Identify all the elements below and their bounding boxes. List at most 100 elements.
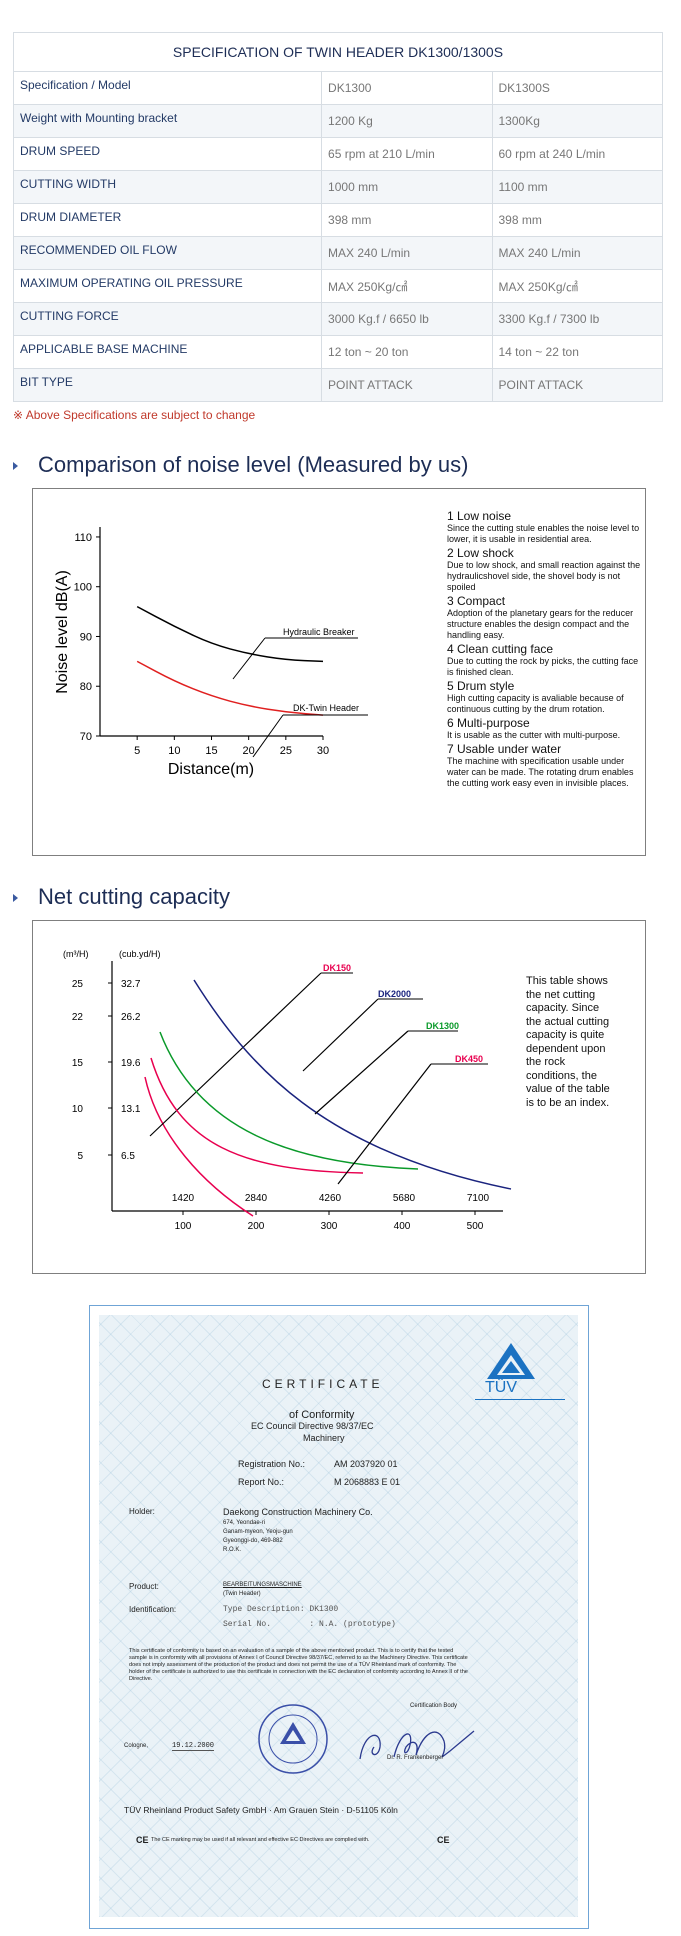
spec-value-dk1300: MAX 240 L/min: [321, 236, 493, 270]
capacity-section-title: Net cutting capacity: [13, 884, 230, 910]
cert-body-label: Certification Body: [410, 1703, 458, 1709]
y-tick-label-cuyd: 26.2: [121, 1012, 141, 1023]
noise-features-list: 1 Low noise Since the cutting stule enabl…: [447, 509, 642, 790]
spec-value-dk1300: DK1300: [321, 71, 493, 105]
spec-value-dk1300s: MAX 240 L/min: [491, 236, 663, 270]
noise-section-title: Comparison of noise level (Measured by u…: [13, 452, 468, 478]
certificate-background: [99, 1315, 578, 1917]
holder-addr3: Gyeonggi-do, 469-882: [223, 1538, 283, 1544]
x-tick-label-psi: 1420: [172, 1193, 195, 1204]
serial-value: Serial No. : N.A. (prototype): [223, 1620, 396, 1629]
x-tick-label-psi: 4260: [319, 1193, 342, 1204]
ce-note: The CE marking may be used if all releva…: [151, 1837, 370, 1843]
holder-label: Holder:: [129, 1507, 155, 1516]
spec-value-dk1300: 398 mm: [321, 203, 493, 237]
spec-table: SPECIFICATION OF TWIN HEADER DK1300/1300…: [12, 32, 663, 402]
noise-chart: 70 80 90 100 110 5 10 15 20 25 30 Distance(m) Noise …: [54, 527, 368, 778]
spec-value-dk1300: POINT ATTACK: [321, 368, 493, 402]
x-tick-label-psi: 5680: [393, 1193, 416, 1204]
leader-line: [149, 972, 322, 1137]
spec-label: MAXIMUM OPERATING OIL PRESSURE: [12, 269, 323, 303]
ident-value: Type Description: DK1300: [223, 1605, 339, 1614]
x-tick-label: 30: [317, 745, 329, 757]
spec-value-dk1300: 1000 mm: [321, 170, 493, 204]
ce-mark-icon-right: CE: [437, 1835, 450, 1845]
feature-description: High cutting capacity is avaliable becau…: [447, 693, 624, 714]
spec-value-dk1300: 3000 Kg.f / 6650 lb: [321, 302, 493, 336]
tuv-logo-text: TÜV: [485, 1379, 517, 1396]
noise-title-text: Comparison of noise level (Measured by u…: [38, 452, 469, 477]
spec-label: Specification / Model: [12, 71, 323, 105]
spec-row: RECOMMENDED OIL FLOW MAX 240 L/min MAX 240…: [12, 236, 663, 270]
tuv-seal-icon: [258, 1704, 328, 1774]
ident-label: Identification:: [129, 1605, 177, 1614]
series-label: DK450: [455, 1054, 483, 1064]
spec-row: Weight with Mounting bracket 1200 Kg 1300K…: [12, 104, 663, 138]
y-tick-label: 100: [74, 582, 92, 594]
leader-line: [314, 1030, 409, 1115]
y-tick-label: 110: [74, 532, 92, 544]
series-line-dk-twin-header: [136, 660, 324, 716]
spec-value-dk1300s: 398 mm: [491, 203, 663, 237]
spec-value-dk1300s: MAX 250Kg/㎠: [491, 269, 663, 303]
series-line-dk150: [144, 1076, 254, 1217]
spec-value-dk1300s: 1100 mm: [491, 170, 663, 204]
feature-heading: 5 Drum style: [447, 679, 515, 693]
spec-label: APPLICABLE BASE MACHINE: [12, 335, 323, 369]
spec-value-dk1300: 65 rpm at 210 L/min: [321, 137, 493, 171]
y-tick-label-m3: 25: [72, 979, 84, 990]
noise-figure: 70 80 90 100 110 5 10 15 20 25 30 Distance(m) Noise …: [32, 488, 646, 856]
bullet-icon: [13, 894, 18, 903]
y-tick-label: 90: [80, 631, 92, 643]
spec-value-dk1300s: 1300Kg: [491, 104, 663, 138]
series-label: DK-Twin Header: [293, 703, 359, 713]
spec-value-dk1300: 12 ton ~ 20 ton: [321, 335, 493, 369]
feature-heading: 4 Clean cutting face: [447, 642, 554, 656]
product-sub: (Twin Header): [223, 1591, 261, 1597]
certificate: TÜV CERTIFICATE of Conformity EC Council…: [99, 1315, 578, 1917]
certificate-title: CERTIFICATE: [262, 1377, 384, 1391]
y-tick-label-cuyd: 6.5: [121, 1151, 135, 1162]
series-label: DK150: [323, 963, 351, 973]
feature-description: It is usable as the cutter with multi-pu…: [447, 730, 621, 740]
spec-label: Weight with Mounting bracket: [12, 104, 323, 138]
bullet-icon: [13, 462, 18, 471]
spec-label: DRUM SPEED: [12, 137, 323, 171]
capacity-chart: (m³/H) (cub.yd/H) 5 6.5 10 13.1 15 19.6 22 26.2 25…: [63, 949, 512, 1232]
feature-description: Adoption of the planetary gears for the …: [447, 608, 634, 640]
spec-row: Specification / Model DK1300 DK1300S: [12, 71, 663, 105]
logo-divider: [475, 1399, 565, 1400]
capacity-note: This table shows the net cutting capacit…: [526, 975, 610, 1109]
certificate-sub3: Machinery: [303, 1433, 345, 1443]
spec-row: DRUM SPEED 65 rpm at 210 L/min 60 rpm at 2…: [12, 137, 663, 171]
product-label: Product:: [129, 1582, 159, 1591]
feature-heading: 1 Low noise: [447, 509, 512, 523]
x-axis-label: Distance(m): [168, 761, 254, 778]
feature-heading: 7 Usable under water: [447, 742, 562, 756]
spec-label: RECOMMENDED OIL FLOW: [12, 236, 323, 270]
x-tick-label: 10: [168, 745, 180, 757]
series-line-dk450: [150, 1057, 364, 1174]
capacity-title-text: Net cutting capacity: [38, 884, 230, 909]
y-unit-right: (cub.yd/H): [119, 949, 161, 959]
spec-value-dk1300s: 60 rpm at 240 L/min: [491, 137, 663, 171]
x-tick-label-kgf: 200: [248, 1221, 265, 1232]
spec-value-dk1300: 1200 Kg: [321, 104, 493, 138]
x-tick-label: 20: [243, 745, 255, 757]
holder-addr1: 674, Yeondae-ri: [223, 1520, 266, 1526]
y-tick-label-m3: 22: [72, 1012, 84, 1023]
place-label: Cologne,: [124, 1743, 149, 1749]
x-tick-label-kgf: 400: [394, 1221, 411, 1232]
tuv-logo-icon: [487, 1343, 535, 1379]
spec-label: DRUM DIAMETER: [12, 203, 323, 237]
x-tick-label: 5: [134, 745, 140, 757]
ce-mark-icon: CE: [136, 1835, 149, 1845]
certificate-footer: TÜV Rheinland Product Safety GmbH · Am G…: [124, 1805, 398, 1815]
feature-heading: 3 Compact: [447, 594, 506, 608]
leader-line: [302, 998, 379, 1072]
y-axis-label: Noise level dB(A): [54, 570, 71, 694]
y-tick-label-m3: 10: [72, 1104, 84, 1115]
y-tick-label: 80: [80, 681, 92, 693]
x-tick-label-psi: 7100: [467, 1193, 490, 1204]
spec-value-dk1300s: DK1300S: [491, 71, 663, 105]
